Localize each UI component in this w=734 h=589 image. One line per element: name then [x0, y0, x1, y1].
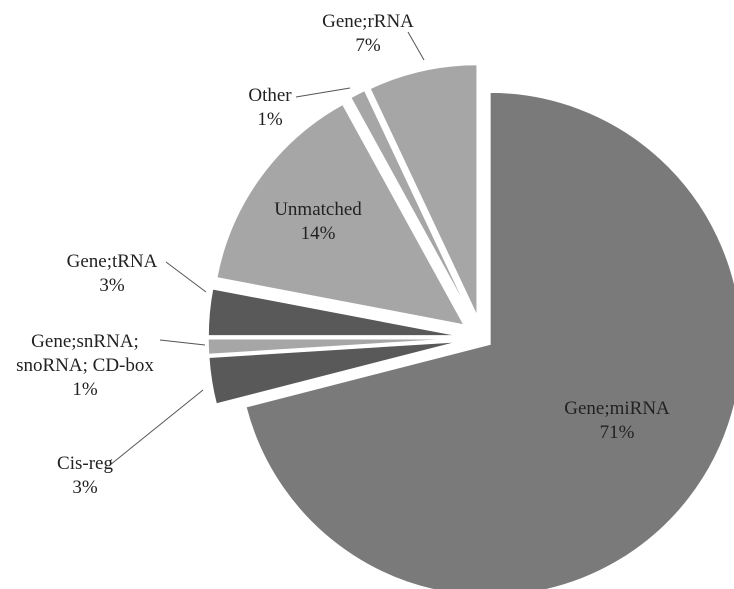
pie-slice: [207, 337, 461, 356]
category-label: Gene;tRNA: [66, 251, 158, 272]
value-label: 1%: [257, 109, 283, 130]
slice-label: Gene;rRNA 7%: [322, 10, 414, 58]
pie-slice: [207, 340, 461, 406]
slice-label: Gene;snRNA; snoRNA; CD-box 1%: [10, 330, 160, 402]
value-label: 7%: [355, 35, 381, 56]
value-label: 71%: [599, 422, 635, 443]
leader-line: [165, 261, 207, 293]
slice-label: Other 1%: [248, 84, 291, 132]
slice-label: Gene;miRNA 71%: [564, 397, 670, 445]
category-label: Other: [248, 85, 292, 106]
leader-line: [159, 339, 206, 346]
value-label: 3%: [72, 477, 98, 498]
slices: [207, 63, 734, 589]
leader-line: [295, 87, 351, 98]
leader-line: [109, 389, 204, 466]
slice-label: Gene;tRNA 3%: [67, 250, 158, 298]
pie-slice: [215, 103, 466, 327]
category-label: Gene;miRNA: [564, 398, 670, 419]
pie-slice: [368, 63, 478, 317]
pie-slice: [207, 287, 461, 337]
category-label: Cis-reg: [57, 453, 113, 474]
slice-label: Unmatched 14%: [274, 198, 362, 246]
category-label: Unmatched: [274, 199, 362, 220]
value-label: 1%: [72, 379, 98, 400]
pie-slice: [244, 91, 734, 589]
value-label: 3%: [99, 275, 125, 296]
category-label: Gene;snRNA; snoRNA; CD-box: [16, 331, 154, 376]
value-label: 14%: [300, 223, 336, 244]
slice-label: Cis-reg 3%: [57, 452, 113, 500]
category-label: Gene;rRNA: [322, 11, 414, 32]
pie-slice: [349, 89, 473, 319]
leader-line: [407, 31, 425, 61]
